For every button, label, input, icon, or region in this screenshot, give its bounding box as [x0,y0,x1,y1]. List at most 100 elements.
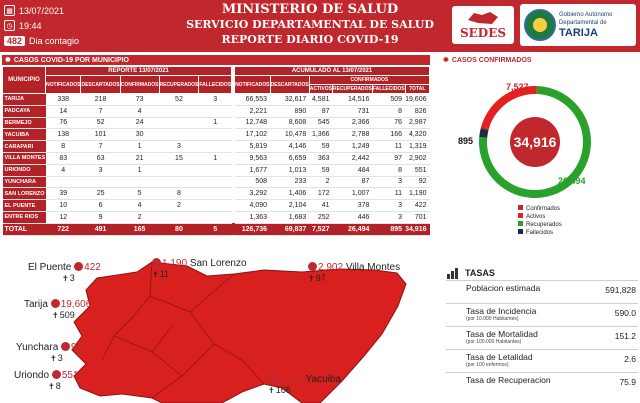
accum-cell: 1,366 [309,128,333,142]
table-row: YACUIBA 138 101 30 17,102 10,478 1,366 2,788 166… [2,128,430,142]
daily-cell: 8 [159,187,199,201]
map-municipio-name: Uriondo [14,370,50,381]
col-municipio: MUNICIPIO [1,66,47,94]
accum-cell: 890 [270,105,310,118]
table-row: PADCAYA 14 7 4 2,221 890 87 731 8 826 [2,105,430,118]
rate-value: 2.6 [624,354,636,364]
rate-row: Poblacion estimada 591,828 [446,280,638,303]
accum-cell: 1,363 [234,211,271,224]
accum-cell: 545 [309,117,333,130]
daily-cell [159,117,199,130]
daily-cell: 338 [45,93,81,106]
rate-label-block: Tasa de Recuperacion [466,375,551,385]
map-municipio-name: Tarija [24,299,48,310]
report-group-header: REPORTE 13/07/2021 [45,66,233,76]
map-death-count: 3 [69,273,75,283]
map-region-shape [71,261,407,403]
rate-label: Tasa de Mortalidad [466,329,538,339]
rates-panel: TASAS Poblacion estimada 591,828 Tasa de I… [446,266,638,403]
map-death-count: 97 [315,273,326,283]
daily-cell: 3 [198,93,232,106]
map-death-count: 166 [275,385,291,395]
gobierno-line1: Gobierno Autónomo [559,11,613,18]
confirmed-group-header: CONFIRMADOS [308,75,431,85]
accum-cell: 2 [309,176,333,189]
accum-cell: 2,221 [234,105,271,118]
virus-icon: ✹ [443,57,449,64]
daily-cell [80,176,121,189]
daily-cell: 2 [120,211,159,224]
daily-cell [198,199,232,212]
municipio-name: ENTRE RIOS [2,211,46,224]
daily-cell: 6 [80,199,121,212]
virus-icon [74,262,84,271]
rates-title: TASAS [465,268,495,278]
donut-title: CASOS CONFIRMADOS [451,56,532,64]
table-section-title: CASOS COVID-19 POR MUNICIPIO [13,56,130,64]
map-death-line: ✝8 [14,381,79,391]
daily-cell: 138 [45,128,81,142]
daily-cell: 7 [80,140,121,153]
accum-cell: 8,608 [270,117,310,130]
accum-cell: 9,563 [234,152,271,165]
accum-cell: 87 [332,176,373,189]
table-section-heading: ✹ CASOS COVID-19 POR MUNICIPIO [2,55,430,65]
table-row: URIONDO 4 3 1 1,677 1,013 59 484 8 551 [2,164,430,177]
gobierno-text: Gobierno Autónomo Departamental de TARIJ… [559,11,612,40]
daily-cell: 2 [159,199,199,212]
accum-cell: 126,736 [234,223,271,236]
accum-cell: 1,406 [270,187,310,201]
daily-cell: 14 [45,105,81,118]
col-header: RECUPERADOS [158,75,200,94]
daily-cell [198,187,232,201]
municipio-name: SAN LORENZO [2,187,46,201]
rate-label-block: Tasa de Letalidad (por 100 enfermos) [466,352,533,369]
accum-cell: 1,249 [332,140,373,153]
municipio-name: TARIJA [2,93,46,106]
gobierno-name: TARIJA [559,26,598,39]
map-label-line: 1,190 San Lorenzo [152,258,247,269]
donut-chart-svg: 34,916 7,527 26,494 895 Confirmados Activos Re… [458,82,591,236]
daily-cell: 39 [45,187,81,201]
daily-cell: 101 [80,128,121,142]
virus-icon [50,299,60,308]
daily-cell [159,211,199,224]
municipio-name: BERMEJO [2,117,46,130]
legend-label: Confirmados [526,206,560,212]
accum-cell: 2,104 [270,199,310,212]
deceased-icon: ✝ [48,382,55,391]
col-header: DESCARTADOS [80,75,121,94]
rate-row: Tasa de Mortalidad (por 100.000 Habitante… [446,326,638,349]
legend-label: Recuperados [526,222,562,228]
accum-cell: 172 [309,187,333,201]
accum-cell: 731 [332,105,373,118]
deceased-icon: ✝ [268,386,275,395]
map-municipio-name: El Puente [28,262,72,273]
map-death-count: 11 [159,269,170,279]
accum-cell: 76 [372,117,406,130]
map-municipio-name: San Lorenzo [189,258,247,269]
municipio-name: YACUIBA [2,128,46,142]
virus-icon [308,262,317,271]
header-meta: ▦ 13/07/2021 ◷ 19:44 482 Dia contagio [4,3,124,48]
daily-cell: 52 [159,93,199,106]
day-row: 482 Dia contagio [4,33,124,48]
daily-cell: 52 [80,117,121,130]
accum-cell: 3 [372,176,406,189]
date-row: ▦ 13/07/2021 [4,3,124,18]
col-header: FALLECIDOS [198,75,233,94]
accum-cell: 4,090 [234,199,271,212]
deceased-icon: ✝ [308,274,315,283]
day-label: Dia contagio [29,35,80,46]
sedes-logo-text: SEDES [459,26,507,40]
map-municipio-label: 1,190 San Lorenzo ✝11 [152,258,247,279]
accum-cell: 14,516 [332,93,373,106]
accum-cell: 446 [332,211,373,224]
accum-cell: 378 [332,199,373,212]
daily-cell: 722 [45,223,81,236]
time-row: ◷ 19:44 [4,18,124,33]
daily-cell: 25 [80,187,121,201]
daily-cell: 12 [45,211,81,224]
accum-cell: 8 [372,164,406,177]
accum-cell: 551 [405,164,430,177]
